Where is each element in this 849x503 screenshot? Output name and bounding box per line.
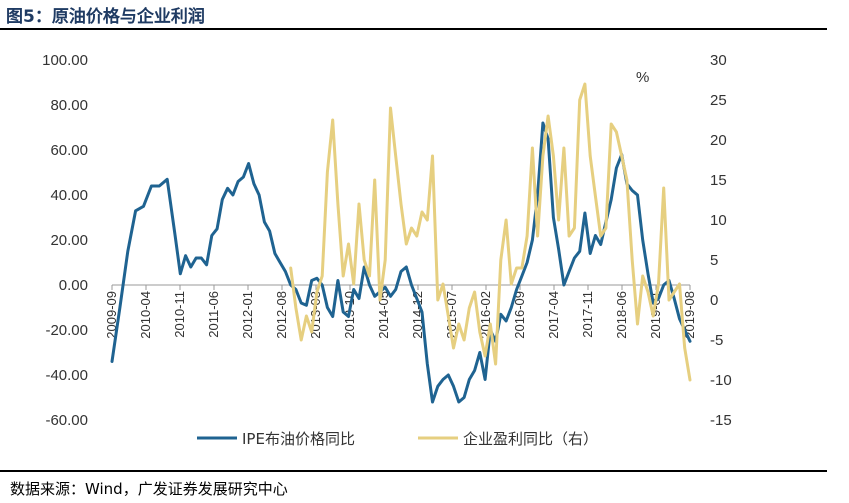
x-tick-label: 2010-11	[172, 291, 187, 338]
x-tick-label: 2014-12	[410, 291, 425, 339]
y-left-tick-label: -60.00	[45, 412, 88, 429]
y-right-tick-label: 15	[710, 172, 727, 189]
y-left-tick-label: 40.00	[50, 187, 88, 204]
unit-label: %	[636, 69, 649, 86]
x-tick-label: 2012-01	[240, 291, 255, 339]
series-line-corporate-profit	[289, 82, 692, 382]
y-right-tick-label: -5	[710, 332, 723, 349]
x-tick-label: 2017-04	[546, 291, 561, 339]
y-left-tick-label: 100.00	[42, 52, 88, 69]
x-tick-label: 2019-08	[682, 291, 697, 339]
y-right-tick-label: 0	[710, 292, 718, 309]
legend-label-ipe-oil: IPE布油价格同比	[242, 430, 355, 448]
figure-title: 图5：原油价格与企业利润	[6, 7, 205, 27]
y-left-tick-label: 0.00	[59, 277, 88, 294]
x-tick-label: 2017-11	[580, 291, 595, 338]
x-tick-label: 2009-09	[104, 291, 119, 339]
x-tick-label: 2010-04	[138, 291, 153, 339]
y-right-tick-label: 10	[710, 212, 727, 229]
series-line-ipe-oil	[110, 121, 692, 404]
legend-label-corporate-profit: 企业盈利同比（右）	[463, 430, 598, 448]
y-right-tick-label: 5	[710, 252, 718, 269]
x-tick-label: 2016-09	[512, 291, 527, 339]
y-right-tick-label: -15	[710, 412, 732, 429]
y-left-tick-label: 60.00	[50, 142, 88, 159]
bottom-rule	[0, 470, 827, 472]
y-right-tick-label: -10	[710, 372, 732, 389]
x-tick-label: 2014-05	[376, 291, 391, 339]
x-tick-label: 2015-07	[444, 291, 459, 339]
y-right-tick-label: 30	[710, 52, 727, 69]
top-rule	[0, 28, 827, 30]
x-tick-label: 2018-06	[614, 291, 629, 339]
source-note: 数据来源：Wind，广发证券发展研究中心	[10, 480, 288, 498]
y-left-tick-label: 20.00	[50, 232, 88, 249]
y-right-tick-label: 25	[710, 92, 727, 109]
y-right-tick-label: 20	[710, 132, 727, 149]
x-tick-label: 2012-08	[274, 291, 289, 339]
y-left-tick-label: 80.00	[50, 97, 88, 114]
y-left-tick-label: -40.00	[45, 367, 88, 384]
x-tick-label: 2011-06	[206, 291, 221, 338]
y-left-tick-label: -20.00	[45, 322, 88, 339]
